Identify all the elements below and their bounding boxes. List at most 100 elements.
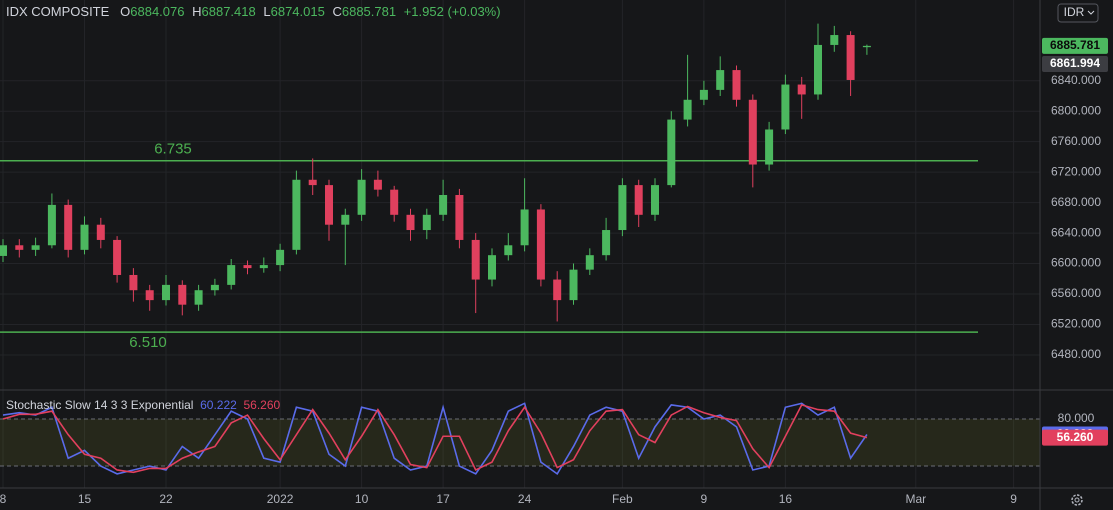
ohlc-label: C: [332, 4, 342, 19]
candle-body: [748, 99, 757, 165]
y-tick-label: 6800.000: [1051, 103, 1101, 117]
candle-body: [732, 70, 741, 100]
candle-body: [64, 204, 73, 250]
ohlc-value: 6885.781: [341, 4, 397, 19]
ohlc-value: 6884.076: [130, 4, 185, 19]
candle-body: [634, 185, 643, 215]
ohlc-value: 6874.015: [270, 4, 325, 19]
gear: [1071, 494, 1083, 506]
candle-body: [47, 204, 56, 246]
currency-box: [1057, 3, 1099, 23]
y-tick-label: 6600.000: [1051, 256, 1101, 270]
x-tick-label: 9: [1010, 492, 1017, 506]
candle-body: [357, 179, 366, 215]
y-tick-label: 6560.000: [1051, 286, 1101, 300]
candle-body: [520, 209, 529, 246]
price-tag-label: 6885.781: [1050, 38, 1100, 52]
candle-body: [0, 245, 7, 256]
x-tick-label: Mar: [905, 492, 926, 506]
candle-body: [504, 245, 513, 256]
candle-body: [488, 255, 496, 280]
x-tick-label: 2022: [267, 492, 294, 506]
candle-body: [325, 185, 333, 225]
chevron: [1087, 10, 1095, 15]
candle-body: [308, 179, 317, 186]
candle-body: [797, 84, 806, 95]
stoch-line: [2, 402, 868, 476]
y-tick-label: 80.000: [1058, 411, 1095, 425]
candle-body: [227, 265, 236, 285]
candle-body: [781, 84, 790, 130]
candle-body: [96, 224, 105, 240]
x-tick-label: 16: [779, 492, 793, 506]
candle-body: [536, 209, 545, 280]
candle-body: [259, 265, 268, 269]
candle-body: [15, 245, 24, 250]
x-tick-label: 22: [159, 492, 173, 506]
price-tag-label: 6861.994: [1050, 56, 1100, 70]
y-tick-label: 6640.000: [1051, 225, 1101, 239]
band: [0, 419, 1040, 467]
candle-body: [145, 290, 154, 301]
ohlc-value: 6887.418: [201, 4, 256, 19]
candle-body: [422, 214, 431, 231]
price-tag-label: 56.260: [1057, 430, 1094, 444]
x-tick-label: Feb: [612, 492, 633, 506]
x-tick-label: 24: [518, 492, 532, 506]
candle-body: [210, 284, 219, 291]
ohlc-label: O: [120, 4, 131, 19]
currency-label: IDR: [1064, 5, 1085, 19]
candle-body: [292, 179, 301, 250]
level-label: 6.735: [154, 141, 192, 158]
candle-body: [862, 45, 871, 48]
candle-body: [178, 284, 187, 305]
price-tag: [1042, 37, 1108, 54]
candle-body: [765, 129, 774, 165]
candle-body: [814, 44, 822, 95]
symbol: IDX COMPOSITE: [6, 4, 110, 19]
candle-body: [699, 89, 708, 100]
stoch-line: [2, 403, 868, 474]
candle-body: [602, 230, 611, 256]
indicator-value: 60.222: [200, 398, 237, 412]
indicator-legend: Stochastic Slow 14 3 3 Exponential 60.22…: [6, 398, 280, 412]
candle-body: [439, 195, 448, 215]
candle-body: [80, 224, 89, 250]
currency-select[interactable]: IDR: [1057, 3, 1099, 23]
header-legend: IDX COMPOSITE O6884.076 H6887.418 L6874.…: [6, 4, 505, 19]
candle-body: [373, 179, 382, 190]
ohlc-label: L: [263, 4, 271, 19]
y-tick-label: 6520.000: [1051, 317, 1101, 331]
y-tick-label: 6840.000: [1051, 73, 1101, 87]
candle-body: [569, 269, 578, 301]
y-tick-label: 6680.000: [1051, 195, 1101, 209]
candle-body: [243, 265, 252, 269]
x-tick-label: 17: [436, 492, 450, 506]
change: +1.952 (+0.03%): [403, 4, 501, 19]
y-tick-label: 6720.000: [1051, 164, 1101, 178]
candle-body: [830, 35, 839, 45]
candle-body: [129, 274, 138, 291]
candle-body: [553, 279, 562, 301]
candle-body: [471, 239, 480, 280]
candle-body: [683, 99, 692, 120]
gear-hub: [1074, 497, 1080, 503]
settings-button[interactable]: [1071, 494, 1083, 506]
candle-body: [31, 245, 40, 250]
candle-body: [618, 185, 627, 231]
x-tick-label: 8: [0, 492, 7, 506]
price-tag: [1042, 429, 1108, 446]
price-tag: [1042, 55, 1108, 72]
candle-body: [194, 290, 203, 305]
candle-body: [667, 119, 676, 186]
candle-body: [406, 214, 415, 231]
ohlc-label: H: [192, 4, 202, 19]
candle-body: [455, 195, 464, 240]
level-label: 6.510: [129, 334, 167, 351]
candle-body: [390, 189, 399, 215]
candle-body: [113, 239, 122, 275]
candle-body: [716, 70, 725, 90]
candle-body: [585, 255, 594, 270]
